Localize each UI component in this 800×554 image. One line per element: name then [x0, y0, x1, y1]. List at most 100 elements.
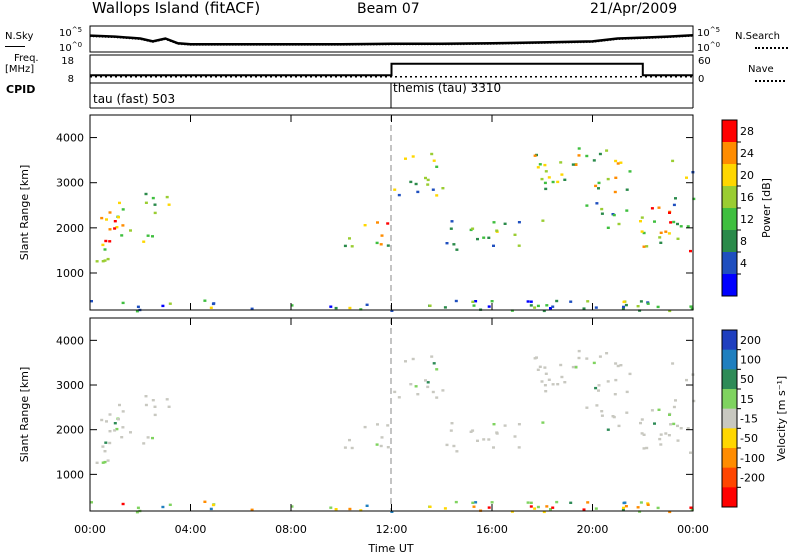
noise-left-tick-bottom: 10^0	[59, 41, 82, 54]
velocity-cell	[113, 422, 117, 425]
freq-series-line	[90, 62, 693, 77]
xtick-label: 20:00	[577, 523, 609, 536]
power-cell	[679, 225, 683, 228]
velocity-cell	[105, 420, 108, 423]
power-colorbar-label: 20	[740, 169, 754, 182]
velocity-cell	[121, 426, 125, 429]
power-cell	[549, 307, 552, 310]
power-cell	[409, 180, 413, 184]
power-heatmap-cells	[90, 147, 696, 313]
power-cell	[390, 309, 394, 312]
velocity-cell	[517, 446, 521, 449]
freq-left-tick-bottom: 8	[68, 74, 74, 85]
power-cell	[113, 220, 117, 223]
velocity-cell	[613, 393, 617, 396]
axis-ticks-group: 10^5 10^0 10^5 10^0 18 8 60 0 4000 3000 2000 1000 Sl…	[18, 26, 720, 554]
power-cell	[428, 304, 432, 307]
cpid-program-1: tau (fast) 503	[93, 92, 176, 106]
power-cell	[625, 209, 629, 212]
xtick-label: 00:00	[74, 523, 106, 536]
power-cell	[616, 162, 620, 165]
power-cell	[540, 177, 544, 181]
power-cell	[386, 244, 390, 247]
velocity-cell	[432, 362, 436, 365]
noise-left-tick-top: 10^5	[59, 26, 82, 39]
power-cell	[614, 159, 618, 163]
velocity-cell	[104, 441, 108, 444]
velocity-cell	[168, 503, 172, 506]
velocity-cell	[487, 438, 491, 441]
power-colorbar-segment	[722, 120, 737, 143]
velocity-cell	[153, 413, 157, 417]
velocity-cell	[536, 368, 540, 371]
velocity-cell	[435, 396, 439, 399]
beam-label: Beam 07	[357, 1, 420, 17]
cpid-program-2: themis (tau) 3310	[393, 81, 502, 95]
power-cell	[203, 299, 207, 302]
velocity-cell	[585, 406, 589, 409]
power-cell	[674, 197, 677, 200]
power-cell	[487, 305, 491, 308]
power-cell	[555, 299, 559, 303]
power-cell	[411, 155, 415, 158]
power-cell	[595, 202, 599, 205]
velocity-cell	[492, 446, 495, 449]
power-cell	[622, 305, 625, 309]
velocity-cell	[574, 366, 578, 369]
power-cell	[380, 234, 384, 237]
power-cell	[538, 163, 542, 166]
velocity-cell	[146, 436, 150, 439]
power-cell	[103, 259, 107, 262]
power-ytick-label: 3000	[56, 177, 84, 190]
power-cell	[672, 203, 676, 207]
velocity-cell	[586, 501, 590, 504]
power-cell	[529, 300, 533, 303]
velocity-cell	[547, 378, 551, 381]
power-cell	[334, 306, 338, 310]
velocity-cell	[441, 389, 445, 392]
velocity-colorbar-segment	[722, 467, 737, 488]
power-cell	[393, 188, 397, 191]
freq-left-tick-top: 18	[61, 56, 74, 67]
nave-legend-line	[755, 80, 785, 82]
velocity-cell	[153, 405, 157, 408]
power-cell	[606, 177, 610, 181]
velocity-cell	[676, 424, 679, 428]
power-ytick-label: 1000	[56, 267, 84, 280]
velocity-cell	[95, 461, 99, 464]
power-cell	[487, 236, 491, 239]
power-cell	[559, 161, 563, 164]
power-cell	[543, 163, 547, 167]
power-cell	[545, 304, 549, 307]
power-cell	[653, 220, 656, 223]
velocity-cell	[606, 428, 610, 431]
power-colorbar-title: Power [dB]	[760, 178, 773, 238]
velocity-cell	[642, 447, 646, 450]
velocity-cell	[161, 505, 165, 509]
velocity-cell	[404, 360, 407, 363]
velocity-cell	[628, 372, 632, 376]
velocity-cell	[135, 511, 139, 514]
power-cell	[348, 306, 352, 310]
power-cell	[658, 236, 662, 239]
velocity-cell	[120, 436, 124, 439]
velocity-cell	[90, 501, 93, 504]
velocity-cell	[685, 378, 688, 382]
velocity-cell	[538, 365, 542, 368]
nsearch-label: N.Search	[735, 31, 781, 42]
velocity-cell	[636, 506, 640, 509]
power-cell	[348, 237, 351, 240]
velocity-cell	[595, 404, 599, 407]
power-cell	[664, 230, 668, 233]
velocity-cell	[108, 430, 112, 433]
power-cell	[586, 300, 590, 303]
power-cell	[503, 222, 507, 225]
power-cell	[639, 300, 643, 303]
power-cell	[597, 187, 600, 190]
velocity-cell	[334, 508, 338, 511]
nsearch-series-line	[89, 35, 694, 46]
power-cell	[569, 300, 573, 303]
velocity-cell	[142, 442, 146, 445]
velocity-colorbar-frame	[721, 329, 738, 508]
velocity-cell	[375, 443, 379, 446]
